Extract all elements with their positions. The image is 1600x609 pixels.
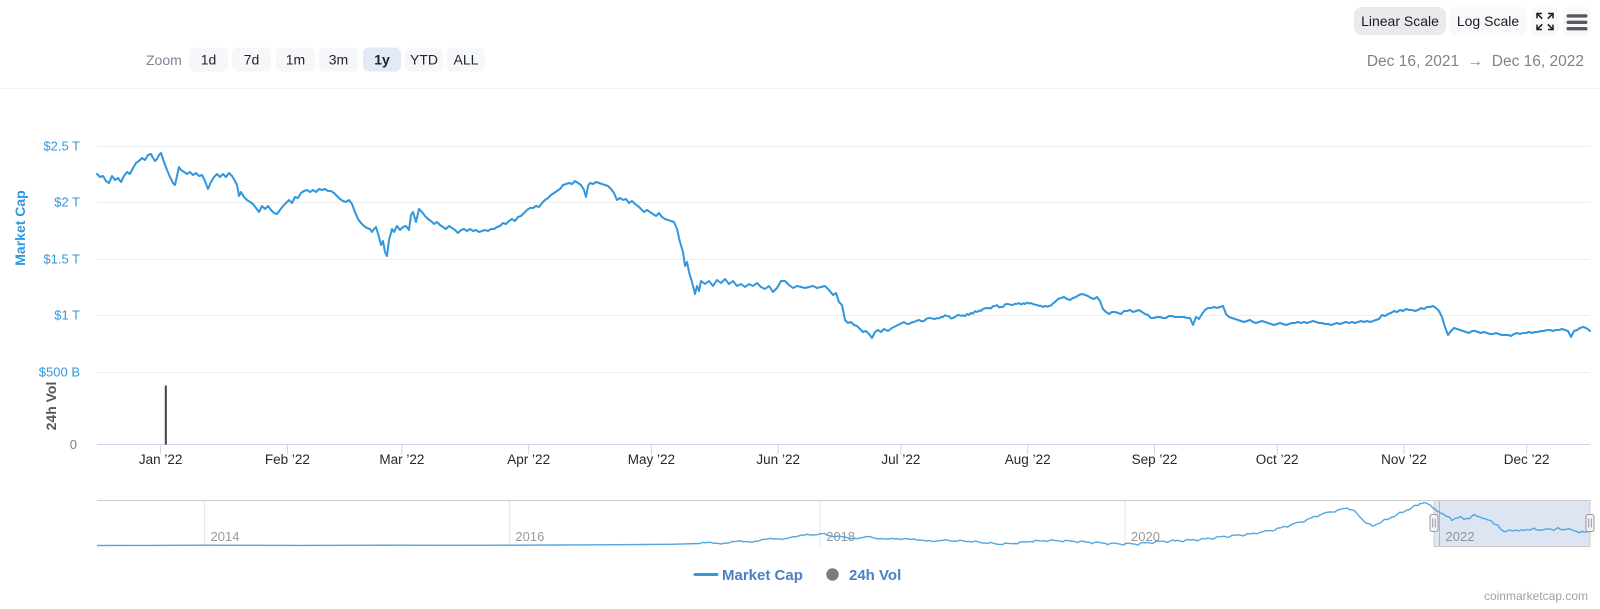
svg-text:Log Scale: Log Scale bbox=[1457, 13, 1519, 29]
svg-text:$1 T: $1 T bbox=[54, 308, 80, 323]
svg-text:$2.5 T: $2.5 T bbox=[43, 139, 80, 154]
svg-text:$2 T: $2 T bbox=[54, 195, 80, 210]
svg-text:Jun ’22: Jun ’22 bbox=[756, 452, 800, 467]
svg-text:$500 B: $500 B bbox=[39, 365, 80, 380]
svg-text:Mar ’22: Mar ’22 bbox=[379, 452, 424, 467]
svg-text:$1.5 T: $1.5 T bbox=[43, 252, 80, 267]
svg-text:Aug ’22: Aug ’22 bbox=[1005, 452, 1051, 467]
svg-text:7d: 7d bbox=[244, 52, 260, 68]
svg-text:Market Cap: Market Cap bbox=[722, 567, 803, 584]
svg-text:Apr ’22: Apr ’22 bbox=[507, 452, 550, 467]
svg-text:2016: 2016 bbox=[515, 529, 544, 544]
svg-text:Dec ’22: Dec ’22 bbox=[1504, 452, 1550, 467]
svg-text:Dec 16, 2021 → Dec 16, 2022: Dec 16, 2021 → Dec 16, 2022 bbox=[1367, 53, 1584, 70]
svg-text:Jan ’22: Jan ’22 bbox=[139, 452, 183, 467]
svg-text:2020: 2020 bbox=[1131, 529, 1160, 544]
svg-text:0: 0 bbox=[70, 437, 77, 452]
svg-text:1m: 1m bbox=[286, 52, 305, 68]
svg-text:Market Cap: Market Cap bbox=[12, 190, 28, 265]
svg-text:1y: 1y bbox=[374, 52, 390, 68]
svg-text:24h Vol: 24h Vol bbox=[849, 567, 901, 584]
svg-text:May ’22: May ’22 bbox=[628, 452, 675, 467]
svg-text:Linear Scale: Linear Scale bbox=[1361, 13, 1439, 29]
svg-text:Sep ’22: Sep ’22 bbox=[1132, 452, 1178, 467]
svg-text:Oct ’22: Oct ’22 bbox=[1256, 452, 1299, 467]
svg-text:Nov ’22: Nov ’22 bbox=[1381, 452, 1427, 467]
svg-text:3m: 3m bbox=[329, 52, 348, 68]
svg-text:Feb ’22: Feb ’22 bbox=[265, 452, 310, 467]
svg-text:24h Vol: 24h Vol bbox=[43, 382, 59, 431]
svg-text:ALL: ALL bbox=[454, 52, 479, 68]
svg-text:coinmarketcap.com: coinmarketcap.com bbox=[1484, 589, 1588, 603]
svg-text:2022: 2022 bbox=[1446, 529, 1475, 544]
svg-text:YTD: YTD bbox=[410, 52, 438, 68]
svg-text:1d: 1d bbox=[201, 52, 217, 68]
svg-text:Jul ’22: Jul ’22 bbox=[881, 452, 920, 467]
svg-text:2014: 2014 bbox=[211, 529, 240, 544]
svg-text:Zoom: Zoom bbox=[146, 52, 182, 68]
